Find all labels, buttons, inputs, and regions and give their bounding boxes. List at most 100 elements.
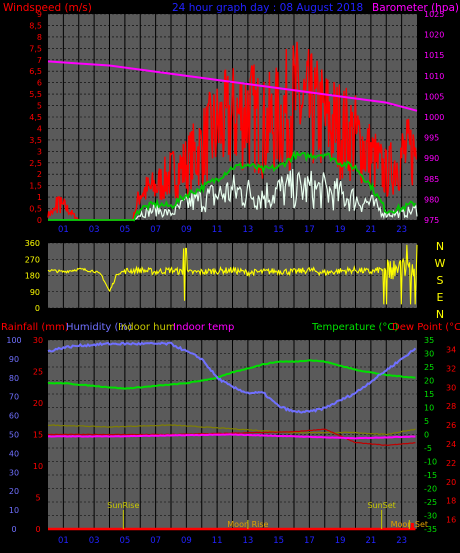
legend-indoor-temp: Indoor temp xyxy=(173,322,234,333)
wind-tick-label: 4 xyxy=(37,124,42,133)
wind-tick-label: 3,5 xyxy=(29,136,42,145)
indoor-temp-tick-label: 26 xyxy=(446,421,456,430)
humidity-tick-label: 80 xyxy=(9,374,19,383)
wind-tick-label: 8 xyxy=(37,33,42,42)
wind-tick-label: 5 xyxy=(37,102,42,111)
event-label: SunSet xyxy=(367,501,395,510)
indoor-temp-tick-label: 34 xyxy=(446,345,456,354)
humidity-tick-label: 40 xyxy=(9,449,19,458)
rain-tick-label: 25 xyxy=(33,368,43,377)
hour-tick-label: 19 xyxy=(335,225,346,235)
event-label: Moon Rise xyxy=(227,520,268,529)
hour-tick-label: 13 xyxy=(242,225,253,235)
legend-indoor-hum: Indoor hum xyxy=(118,322,176,333)
indoor-temp-tick-label: 30 xyxy=(446,383,456,392)
temperature-tick-label: 15 xyxy=(424,390,434,399)
legend-humidity: Humidity (%) xyxy=(66,322,132,333)
compass-label: N xyxy=(436,308,444,321)
temperature-tick-label: -5 xyxy=(424,444,432,453)
baro-tick-label: 985 xyxy=(424,175,439,184)
temperature-tick-label: -20 xyxy=(424,485,437,494)
hour-tick-label: 17 xyxy=(304,225,315,235)
humidity-tick-label: 100 xyxy=(6,336,21,345)
hour-tick-label: 17 xyxy=(304,536,315,546)
wind-tick-label: 2 xyxy=(37,170,42,179)
hour-tick-label: 09 xyxy=(181,225,192,235)
temperature-tick-label: -30 xyxy=(424,512,437,521)
rain-tick-label: 10 xyxy=(33,462,43,471)
hour-tick-label: 07 xyxy=(150,225,161,235)
rain-marker xyxy=(410,523,414,529)
direction-tick-label: 180 xyxy=(25,272,40,281)
wind-tick-label: 7 xyxy=(37,56,42,65)
hour-tick-label: 01 xyxy=(58,225,69,235)
humidity-tick-label: 70 xyxy=(9,393,19,402)
baro-tick-label: 1010 xyxy=(424,72,444,81)
hour-tick-label: 05 xyxy=(119,225,130,235)
wind-tick-label: 6,5 xyxy=(29,67,42,76)
temperature-tick-label: -25 xyxy=(424,498,437,507)
indoor-temp-tick-label: 24 xyxy=(446,440,456,449)
humidity-tick-label: 90 xyxy=(9,355,19,364)
compass-label: W xyxy=(435,257,446,270)
rain-tick-label: 20 xyxy=(33,399,43,408)
temperature-tick-label: 20 xyxy=(424,377,434,386)
dewpoint-line xyxy=(47,428,416,446)
hour-tick-label: 21 xyxy=(365,536,376,546)
hour-tick-label: 09 xyxy=(181,536,192,546)
hour-tick-label: 23 xyxy=(396,225,407,235)
wind-tick-label: 7,5 xyxy=(29,44,42,53)
baro-tick-label: 990 xyxy=(424,154,439,163)
wind-direction-line xyxy=(47,244,418,305)
legend-temperature: Temperature (°C) xyxy=(311,322,398,333)
hour-tick-label: 03 xyxy=(89,536,100,546)
wind-tick-label: 1 xyxy=(37,193,42,202)
temperature-tick-label: 0 xyxy=(424,431,429,440)
rain-tick-label: 15 xyxy=(33,431,43,440)
hour-tick-label: 07 xyxy=(150,536,161,546)
wind-tick-label: 2,5 xyxy=(29,159,42,168)
barometer-line xyxy=(47,60,418,112)
baro-tick-label: 1000 xyxy=(424,113,444,122)
compass-label: S xyxy=(437,274,444,287)
indoor-temp-tick-label: 32 xyxy=(446,364,456,373)
rain-tick-label: 0 xyxy=(35,525,40,534)
direction-tick-label: 270 xyxy=(25,255,40,264)
direction-tick-label: 360 xyxy=(25,239,40,248)
temperature-tick-label: -10 xyxy=(424,458,437,467)
indoor-temp-line xyxy=(47,433,416,440)
wind-tick-label: 3 xyxy=(37,147,42,156)
hour-tick-label: 01 xyxy=(58,536,69,546)
wind-tick-label: 9 xyxy=(37,10,42,19)
compass-label: N xyxy=(436,240,444,253)
direction-tick-label: 0 xyxy=(35,304,40,313)
temperature-tick-label: -15 xyxy=(424,471,437,480)
temperature-tick-label: 30 xyxy=(424,350,434,359)
wind-tick-label: 8,5 xyxy=(29,21,42,30)
rain-tick-label: 5 xyxy=(35,494,40,503)
baro-tick-label: 1015 xyxy=(424,51,444,60)
humidity-tick-label: 20 xyxy=(9,487,19,496)
legend-rainfall: Rainfall (mm) xyxy=(1,322,69,333)
compass-label: E xyxy=(437,291,444,304)
hour-tick-label: 15 xyxy=(273,225,284,235)
temperature-tick-label: 5 xyxy=(424,417,429,426)
wind-tick-label: 5,5 xyxy=(29,90,42,99)
hour-tick-label: 19 xyxy=(335,536,346,546)
wind-tick-label: 0 xyxy=(37,216,42,225)
wind-average-line xyxy=(48,150,417,222)
temperature-tick-label: 35 xyxy=(424,336,434,345)
indoor-temp-tick-label: 28 xyxy=(446,402,456,411)
indoor-temp-tick-label: 16 xyxy=(446,516,456,525)
temperature-tick-label: 10 xyxy=(424,404,434,413)
hour-tick-label: 15 xyxy=(273,536,284,546)
event-label: Moon Set xyxy=(391,520,428,529)
hour-tick-label: 21 xyxy=(365,225,376,235)
baro-tick-label: 995 xyxy=(424,134,439,143)
hour-tick-label: 11 xyxy=(212,536,223,546)
indoor-temp-tick-label: 22 xyxy=(446,459,456,468)
temperature-tick-label: 25 xyxy=(424,363,434,372)
temperature-line xyxy=(47,359,416,390)
wind-tick-label: 6 xyxy=(37,79,42,88)
